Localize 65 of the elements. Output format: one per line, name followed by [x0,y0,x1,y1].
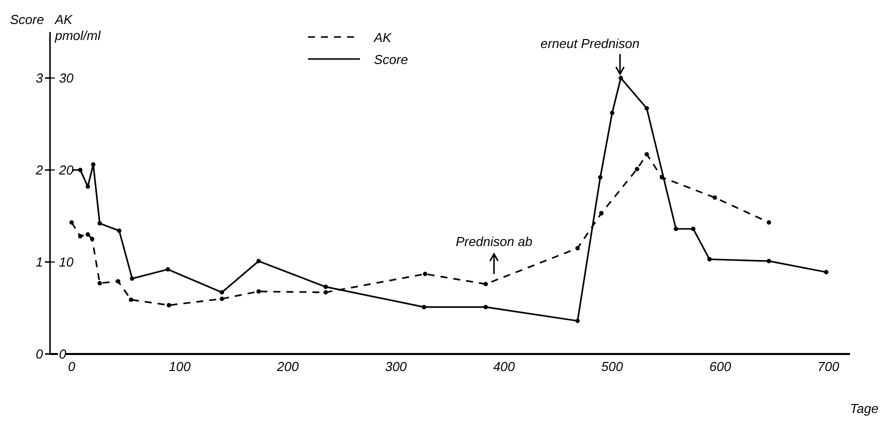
annotation: Prednison ab [456,234,532,249]
point [599,211,604,216]
point [323,290,328,295]
point [128,298,134,302]
point [644,106,649,111]
y2-tick-label: 0 [59,346,67,362]
point [86,184,90,189]
point [86,232,90,237]
y2-tick-label: 10 [59,254,74,270]
point [256,289,261,294]
x-axis-title: Tage [850,401,878,416]
point [166,303,172,308]
x-tick-label: 400 [493,359,516,374]
point [824,270,828,274]
point [98,221,102,226]
annotation: erneut Prednison [540,36,640,51]
y-axis-title: Score [10,12,44,27]
point [91,162,96,167]
point [130,276,134,281]
point [98,280,102,286]
x-tick-label: 200 [276,359,300,374]
legend-label: AK [374,30,392,44]
point [78,168,82,172]
legend-label: Score [374,52,408,66]
x-tick-label: 0 [68,359,76,374]
point [422,272,428,276]
point [483,304,488,310]
point [483,282,488,286]
point [618,76,624,80]
point [660,175,664,180]
x-tick-label: 300 [385,359,408,374]
point [220,290,224,295]
y-tick-label: 3 [36,70,44,86]
point [766,258,772,264]
point [90,236,94,242]
point [610,110,614,116]
x-tick-label: 700 [818,359,840,374]
point [575,246,580,250]
point [220,296,224,301]
y-tick-label: 1 [36,254,43,270]
y2-tick-label: 20 [58,162,74,178]
point [78,234,82,238]
point [766,220,772,225]
y-tick-label: 2 [34,162,44,178]
point [575,318,580,324]
point [634,166,640,172]
point [598,175,602,180]
x-tick-label: 600 [709,359,732,374]
point [707,257,712,262]
point [116,228,122,233]
point [712,195,718,200]
point [674,226,678,232]
point [323,284,328,290]
point [422,304,426,310]
x-tick-label: 500 [601,359,624,374]
x-tick-label: 100 [168,359,192,374]
point [166,267,170,272]
point [69,220,74,225]
point [691,226,696,232]
point [116,279,120,284]
point [256,258,261,264]
y2-tick-label: 30 [59,70,74,86]
y2-axis-title: AK pmol/ml [55,12,102,44]
point [644,152,649,157]
y-tick-label: 0 [36,346,44,362]
